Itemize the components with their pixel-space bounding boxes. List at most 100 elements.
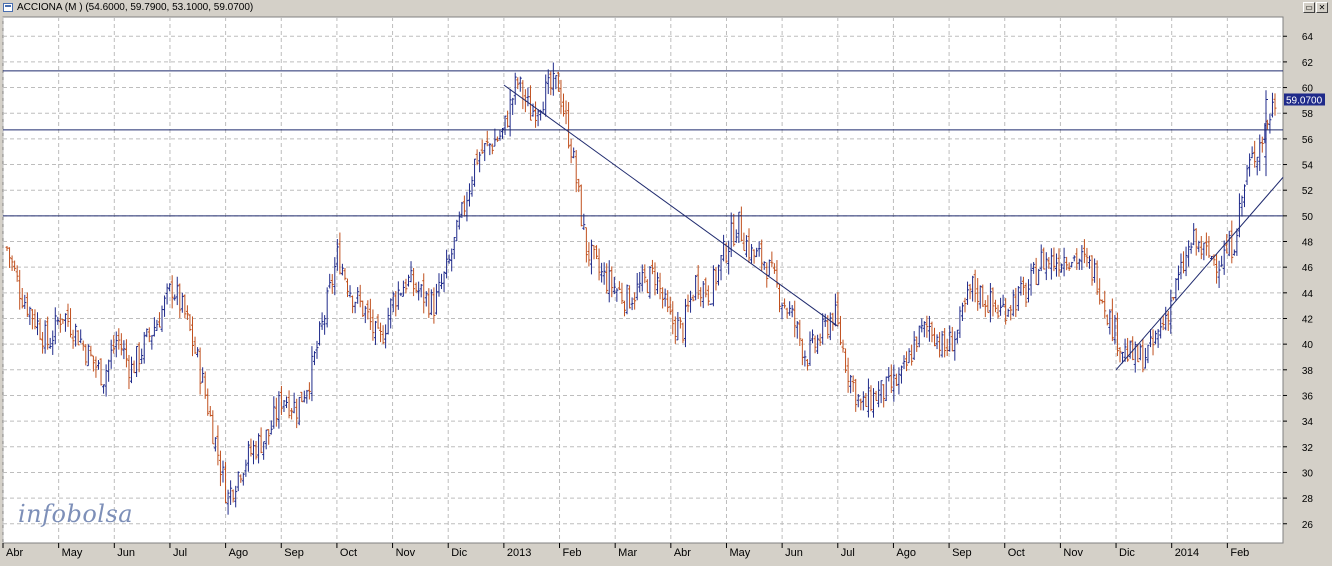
ohlc-bar xyxy=(920,318,924,333)
price-chart[interactable]: 26 28 30 32 34 36 38 40 42 44 46 48 50 52 54 56 58 60 62 64… xyxy=(0,16,1332,561)
ohlc-bar xyxy=(732,213,736,247)
ohlc-bar xyxy=(277,391,281,429)
ohlc-bar xyxy=(856,394,860,408)
ohlc-bar xyxy=(361,300,365,318)
ohlc-bar xyxy=(188,314,192,332)
ohlc-bar xyxy=(719,254,723,281)
ohlc-bar xyxy=(1138,343,1142,361)
ohlc-bar xyxy=(757,241,761,257)
ohlc-bar xyxy=(1121,351,1125,364)
ohlc-bar xyxy=(516,77,520,90)
ohlc-bar xyxy=(216,425,220,466)
ohlc-bar xyxy=(404,278,408,294)
ohlc-bar xyxy=(699,287,703,307)
ohlc-bar xyxy=(734,229,738,243)
ohlc-bar xyxy=(198,347,202,395)
ohlc-bar xyxy=(94,356,98,378)
y-tick-label: 60 xyxy=(1302,84,1314,95)
ohlc-bar xyxy=(760,239,764,272)
ohlc-bar xyxy=(592,245,596,260)
ohlc-bar xyxy=(668,296,672,315)
ohlc-bar xyxy=(379,322,383,343)
ohlc-bar xyxy=(114,331,118,358)
ohlc-bar xyxy=(150,335,154,350)
ohlc-bar xyxy=(572,147,576,159)
ohlc-bar xyxy=(46,316,50,350)
ohlc-bar xyxy=(1194,228,1198,256)
x-tick-label: Oct xyxy=(340,547,357,559)
ohlc-bar xyxy=(1207,236,1211,258)
ohlc-bar xyxy=(775,260,779,288)
ohlc-bar xyxy=(1148,329,1152,348)
ohlc-bar xyxy=(1060,263,1064,273)
chart-area[interactable]: 26 28 30 32 34 36 38 40 42 44 46 48 50 52 54 56 58 60 62 64… xyxy=(0,16,1332,561)
ohlc-bar xyxy=(683,298,687,348)
ohlc-bar xyxy=(89,345,93,357)
ohlc-bar xyxy=(602,262,606,285)
ohlc-bar xyxy=(1021,276,1025,296)
ohlc-bar xyxy=(445,249,449,279)
ohlc-bar xyxy=(406,274,410,287)
ohlc-bar xyxy=(368,298,372,330)
ohlc-bar xyxy=(907,348,911,364)
ohlc-bar xyxy=(818,333,822,347)
ohlc-bar xyxy=(844,348,848,373)
ohlc-bar xyxy=(1151,329,1155,356)
ohlc-bar xyxy=(84,343,88,366)
ohlc-bar xyxy=(1169,289,1173,334)
ohlc-bar xyxy=(340,263,344,276)
ohlc-bar xyxy=(996,304,1000,319)
ohlc-bar xyxy=(1029,263,1033,296)
ohlc-bar xyxy=(1077,258,1081,270)
x-tick-label: Sep xyxy=(284,547,304,559)
x-tick-label: Oct xyxy=(1008,547,1025,559)
ohlc-bar xyxy=(915,336,919,352)
ohlc-bar xyxy=(981,284,985,307)
ohlc-bar xyxy=(1189,242,1193,254)
ohlc-bar xyxy=(752,249,756,264)
ohlc-bar xyxy=(287,390,291,419)
ohlc-bar xyxy=(689,290,693,313)
ohlc-bar xyxy=(727,240,731,275)
ohlc-bar xyxy=(1131,336,1135,361)
ohlc-bar xyxy=(1070,261,1074,268)
ohlc-bar xyxy=(371,309,375,341)
ohlc-bar xyxy=(971,275,975,302)
ohlc-bar xyxy=(816,334,820,354)
ohlc-bar xyxy=(79,329,83,344)
ohlc-bar xyxy=(630,297,634,311)
plot-area xyxy=(2,16,1284,544)
y-tick-label: 38 xyxy=(1302,366,1314,377)
x-tick-label: Dic xyxy=(1119,547,1135,559)
ohlc-bar xyxy=(99,358,103,386)
ohlc-bar xyxy=(386,307,390,335)
ohlc-bar xyxy=(53,307,57,345)
ohlc-bar xyxy=(71,329,75,349)
ohlc-bar xyxy=(1143,347,1147,369)
ohlc-bar xyxy=(595,245,599,260)
restore-button[interactable]: ▭ xyxy=(1303,2,1315,13)
price-badge xyxy=(1284,93,1325,106)
ohlc-bar xyxy=(320,312,324,330)
ohlc-bar xyxy=(793,300,797,338)
ohlc-bar xyxy=(564,100,568,125)
ohlc-bar xyxy=(447,254,451,264)
ohlc-bar xyxy=(457,211,461,230)
y-tick-label: 64 xyxy=(1302,32,1314,43)
ohlc-bar xyxy=(312,351,316,366)
ohlc-bar xyxy=(1042,247,1046,270)
ohlc-bar xyxy=(673,316,677,344)
ohlc-bar xyxy=(81,340,85,351)
trendline xyxy=(503,84,839,327)
ohlc-bar xyxy=(376,314,380,329)
ohlc-bar xyxy=(656,272,660,294)
ohlc-bar xyxy=(706,285,710,306)
ohlc-bar xyxy=(76,330,80,346)
ohlc-bar xyxy=(932,327,936,347)
ohlc-bar xyxy=(600,262,604,283)
close-button[interactable]: ✕ xyxy=(1316,2,1328,13)
ohlc-bar xyxy=(1204,232,1208,256)
ohlc-bar xyxy=(305,389,309,404)
ohlc-bar xyxy=(1156,328,1160,348)
ohlc-bar xyxy=(135,346,139,378)
